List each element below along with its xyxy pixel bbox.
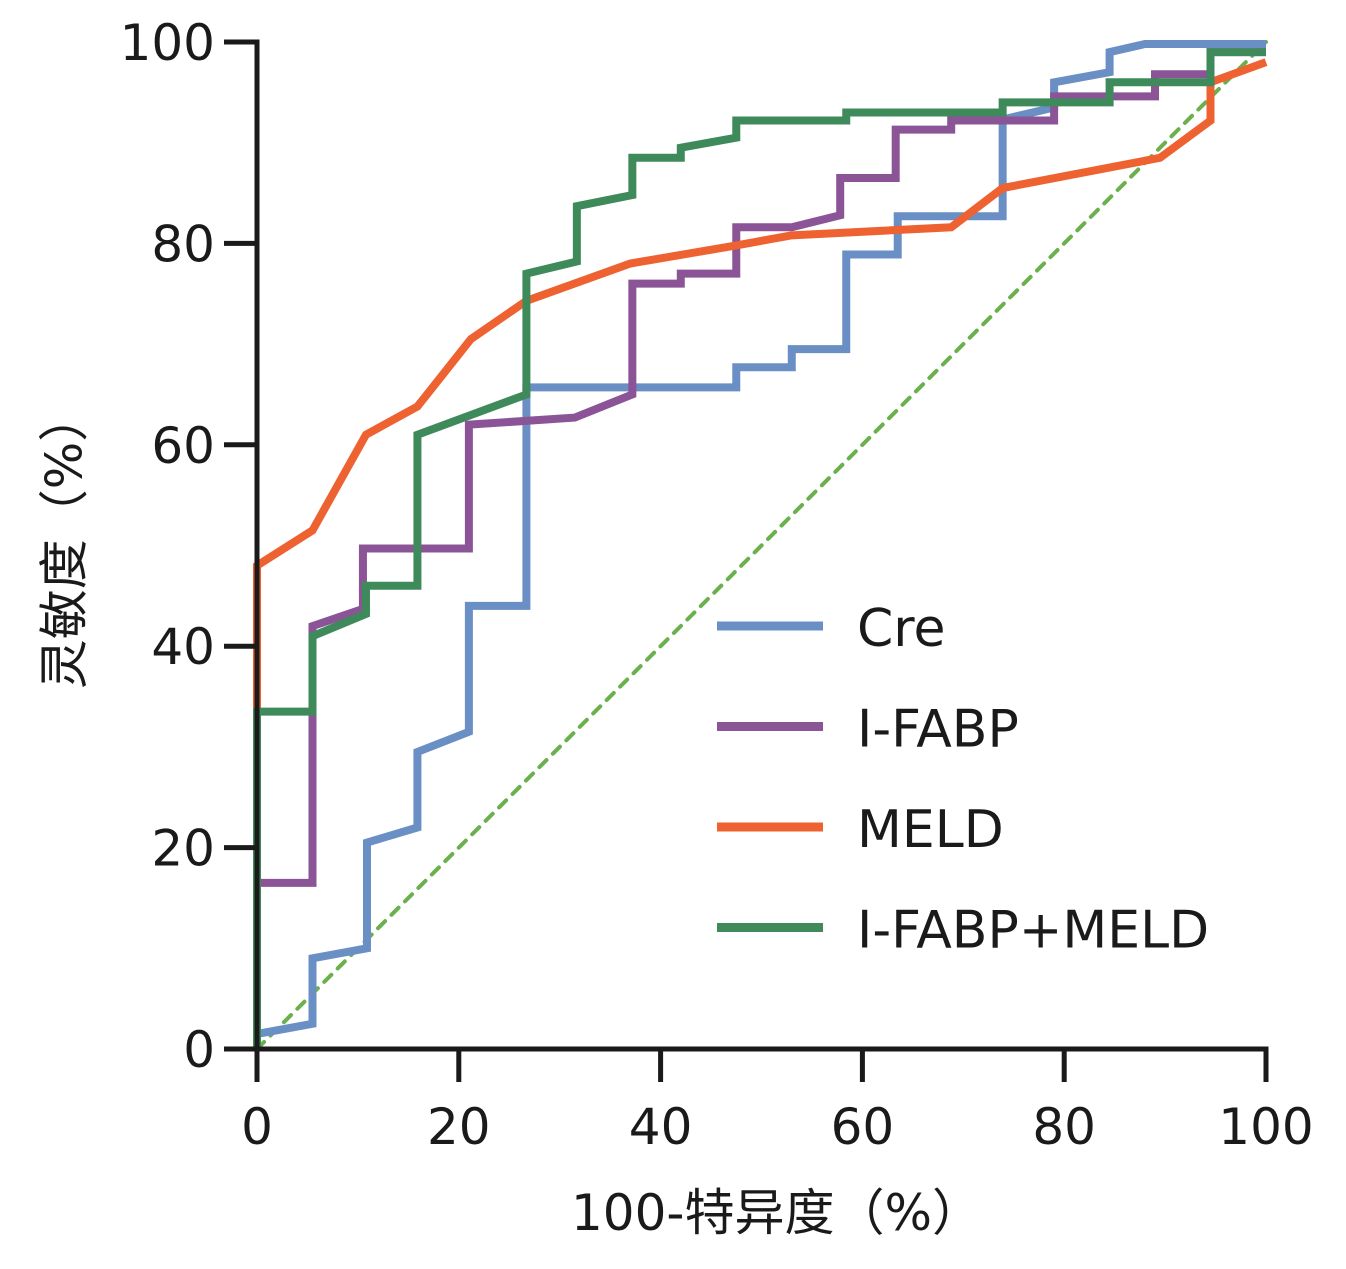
legend-item-i-fabp-meld: I-FABP+MELD [717,901,1209,961]
legend-label: I-FABP+MELD [857,901,1209,961]
legend-label: I-FABP [857,700,1019,760]
legend-item-i-fabp: I-FABP [717,700,1019,760]
y-tick-label: 80 [151,215,215,273]
legend: Cre I-FABP MELD I-FABP+MELD [717,599,1209,961]
series-line-i-fabp [257,48,1266,887]
series-line-meld [253,58,1268,712]
legend-label: Cre [857,599,946,659]
y-axis-title: 灵敏度（%） [36,392,94,690]
plot-area [253,40,1268,1051]
reference-diagonal [255,40,1268,1051]
legend-item-meld: MELD [717,800,1004,860]
x-tick-label: 60 [831,1098,895,1156]
y-ticks: 0 20 40 60 80 100 [120,14,257,1079]
x-tick-label: 40 [629,1098,693,1156]
y-tick-label: 20 [151,820,215,878]
series-line-cre [256,40,1266,1038]
axes: 0 20 40 60 80 100 0 20 40 60 80 100 [120,14,1314,1156]
x-tick-label: 0 [241,1098,273,1156]
x-tick-label: 80 [1032,1098,1096,1156]
x-tick-label: 100 [1218,1098,1313,1156]
y-tick-label: 60 [151,417,215,475]
y-tick-label: 0 [183,1021,215,1079]
legend-label: MELD [857,800,1004,860]
x-ticks: 0 20 40 60 80 100 [241,1049,1314,1156]
y-tick-label: 40 [151,618,215,676]
x-axis-title: 100-特异度（%） [571,1184,982,1242]
y-tick-label: 100 [120,14,215,72]
series-line-i-fabp-meld [253,48,1266,1049]
legend-item-cre: Cre [717,599,946,659]
x-tick-label: 20 [427,1098,491,1156]
